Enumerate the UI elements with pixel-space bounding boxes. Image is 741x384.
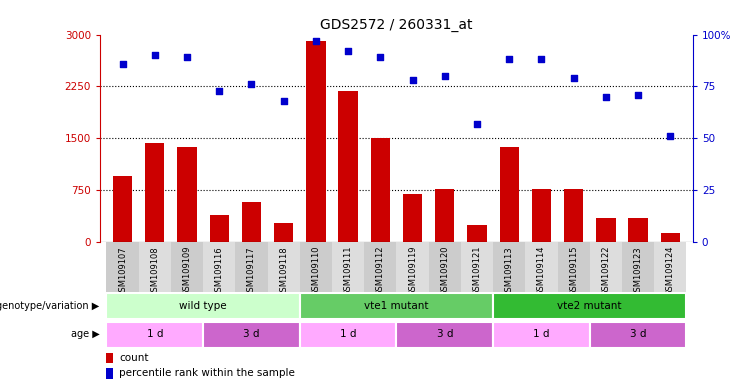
Bar — [306, 41, 325, 242]
Point — [568, 75, 579, 81]
Text: vte2 mutant: vte2 mutant — [557, 301, 622, 311]
Bar — [661, 233, 680, 242]
Bar — [145, 143, 165, 242]
Bar — [435, 189, 454, 242]
Bar — [300, 322, 396, 348]
Text: 3 d: 3 d — [243, 329, 259, 339]
Point — [245, 81, 257, 88]
Bar — [493, 242, 525, 292]
Text: 3 d: 3 d — [630, 329, 646, 339]
Point — [278, 98, 290, 104]
Bar — [628, 218, 648, 242]
Text: GSM109124: GSM109124 — [665, 246, 675, 296]
Text: GSM109113: GSM109113 — [505, 246, 514, 296]
Text: GSM109107: GSM109107 — [118, 246, 127, 296]
Bar — [300, 293, 493, 319]
Point — [149, 52, 161, 58]
Point — [407, 77, 419, 83]
Bar — [268, 242, 300, 292]
Bar — [532, 189, 551, 242]
Bar — [236, 242, 268, 292]
Point — [665, 133, 677, 139]
Text: GSM109119: GSM109119 — [408, 246, 417, 296]
Text: GSM109114: GSM109114 — [537, 246, 546, 296]
Bar — [113, 176, 132, 242]
Point — [374, 54, 386, 60]
Bar — [300, 242, 332, 292]
Bar — [461, 242, 493, 292]
Bar — [654, 242, 686, 292]
Text: GSM109110: GSM109110 — [311, 246, 320, 296]
Bar — [564, 189, 583, 242]
Text: GSM109122: GSM109122 — [602, 246, 611, 296]
Bar — [590, 242, 622, 292]
Bar — [203, 242, 236, 292]
Bar — [370, 137, 390, 242]
Text: GSM109118: GSM109118 — [279, 246, 288, 296]
Text: GSM109115: GSM109115 — [569, 246, 578, 296]
Bar — [396, 322, 493, 348]
Bar — [106, 368, 113, 379]
Text: 3 d: 3 d — [436, 329, 453, 339]
Bar — [242, 202, 261, 242]
Bar — [525, 242, 557, 292]
Text: GSM109120: GSM109120 — [440, 246, 449, 296]
Bar — [107, 293, 300, 319]
Text: GSM109108: GSM109108 — [150, 246, 159, 296]
Text: age ▶: age ▶ — [71, 329, 100, 339]
Bar — [590, 322, 686, 348]
Bar — [107, 322, 203, 348]
Bar — [210, 215, 229, 242]
Bar — [499, 147, 519, 242]
Point — [310, 38, 322, 44]
Bar — [139, 242, 171, 292]
Text: count: count — [119, 353, 148, 363]
Bar — [622, 242, 654, 292]
Text: GSM109109: GSM109109 — [182, 246, 191, 296]
Bar — [396, 242, 428, 292]
Point — [342, 48, 354, 54]
Point — [503, 56, 515, 63]
Bar — [597, 218, 616, 242]
Bar — [203, 322, 300, 348]
Point — [181, 54, 193, 60]
Bar — [365, 242, 396, 292]
Point — [536, 56, 548, 63]
Point — [116, 61, 128, 67]
Text: GSM109111: GSM109111 — [344, 246, 353, 296]
Bar — [403, 194, 422, 242]
Bar — [177, 147, 196, 242]
Bar — [339, 91, 358, 242]
Bar — [107, 242, 139, 292]
Bar — [493, 322, 590, 348]
Bar — [106, 353, 113, 363]
Bar — [274, 223, 293, 242]
Title: GDS2572 / 260331_at: GDS2572 / 260331_at — [320, 18, 473, 32]
Text: vte1 mutant: vte1 mutant — [364, 301, 429, 311]
Bar — [332, 242, 365, 292]
Text: 1 d: 1 d — [147, 329, 163, 339]
Bar — [171, 242, 203, 292]
Text: wild type: wild type — [179, 301, 227, 311]
Text: GSM109116: GSM109116 — [215, 246, 224, 296]
Text: 1 d: 1 d — [534, 329, 550, 339]
Text: GSM109123: GSM109123 — [634, 246, 642, 296]
Text: GSM109121: GSM109121 — [473, 246, 482, 296]
Bar — [557, 242, 590, 292]
Bar — [468, 225, 487, 242]
Point — [213, 88, 225, 94]
Text: 1 d: 1 d — [340, 329, 356, 339]
Bar — [428, 242, 461, 292]
Point — [600, 94, 612, 100]
Point — [632, 92, 644, 98]
Bar — [493, 293, 686, 319]
Point — [439, 73, 451, 79]
Point — [471, 121, 483, 127]
Text: GSM109117: GSM109117 — [247, 246, 256, 296]
Text: genotype/variation ▶: genotype/variation ▶ — [0, 301, 100, 311]
Text: percentile rank within the sample: percentile rank within the sample — [119, 368, 295, 378]
Text: GSM109112: GSM109112 — [376, 246, 385, 296]
